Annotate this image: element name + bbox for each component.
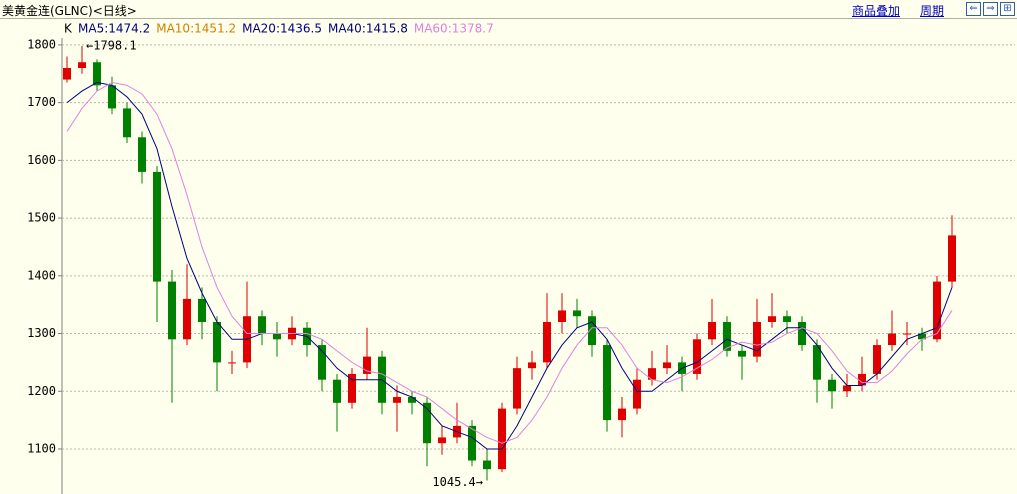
candle-body	[318, 345, 326, 380]
candle-body	[843, 385, 851, 392]
y-tick-label: 1800	[27, 37, 56, 51]
candle-body	[108, 85, 116, 109]
next-button[interactable]: ⇒	[983, 2, 998, 16]
candle-body	[438, 437, 446, 444]
candle-body	[918, 333, 926, 340]
min-annotation: 1045.4→	[432, 475, 483, 489]
candle-body	[138, 137, 146, 172]
period-link[interactable]: 周期	[920, 4, 945, 18]
candle-body	[708, 321, 716, 340]
candle-body	[888, 333, 896, 346]
candle-body	[768, 316, 776, 322]
y-tick-label: 1100	[27, 441, 56, 455]
candle-body	[633, 379, 641, 409]
overlay-link[interactable]: 商品叠加	[852, 4, 901, 18]
candle-body	[273, 333, 281, 340]
candle-body	[948, 235, 956, 282]
y-tick-label: 1300	[27, 326, 56, 340]
candle-body	[93, 62, 101, 86]
candle-body	[648, 368, 656, 380]
candle-body	[558, 310, 566, 322]
candle-body	[63, 68, 71, 80]
candle-body	[483, 460, 491, 470]
candle-body	[78, 62, 86, 69]
ma-label: MA10:1451.2	[156, 22, 236, 36]
candle-body	[933, 281, 941, 340]
ma-line	[66, 81, 953, 444]
candle-body	[258, 316, 266, 334]
y-tick-label: 1500	[27, 211, 56, 225]
candle-body	[423, 402, 431, 444]
y-tick-label: 1200	[27, 384, 56, 398]
ma-label: MA5:1474.2	[78, 22, 150, 36]
candle-body	[198, 298, 206, 322]
y-tick-label: 1700	[27, 95, 56, 109]
ma-label: MA40:1415.8	[328, 22, 408, 36]
chart-title: 美黄金连(GLNC)<日线>	[2, 4, 137, 18]
candle-body	[393, 397, 401, 403]
candle-body	[798, 321, 806, 346]
candle-body	[168, 281, 176, 340]
candle-body	[213, 321, 221, 363]
candle-body	[753, 321, 761, 357]
candle-body	[363, 356, 371, 374]
candle-body	[153, 171, 161, 282]
candle-body	[513, 368, 521, 409]
candle-body	[813, 345, 821, 380]
candle-body	[873, 345, 881, 374]
candle-body	[783, 316, 791, 322]
candle-body	[123, 108, 131, 138]
candle-body	[573, 310, 581, 317]
candle-body	[528, 362, 536, 369]
candle-body	[498, 408, 506, 470]
candle-body	[828, 379, 836, 392]
candle-body	[183, 298, 191, 340]
candle-body	[408, 397, 416, 403]
fit-button[interactable]: ⊞	[1000, 2, 1015, 16]
candle-body	[903, 333, 911, 335]
candle-body	[348, 373, 356, 403]
y-tick-label: 1600	[27, 153, 56, 167]
candle-body	[858, 373, 866, 386]
y-tick-label: 1400	[27, 268, 56, 282]
candle-body	[663, 362, 671, 369]
chart: 1100 1200 1300 1400 1500 1600 1700 1800 K MA5:147…	[27, 22, 1015, 494]
candle-body	[543, 321, 551, 363]
prev-button[interactable]: ⇐	[966, 2, 981, 16]
max-annotation: ←1798.1	[86, 39, 137, 53]
candle-body	[468, 425, 476, 461]
candle-body	[738, 350, 746, 357]
ma-label: MA60:1378.7	[414, 22, 494, 36]
candle-body	[693, 339, 701, 374]
candle-body	[723, 321, 731, 351]
candle-body	[603, 345, 611, 421]
ma-label: MA20:1436.5	[242, 22, 322, 36]
candle-body	[228, 362, 236, 364]
indicator-label: K	[64, 22, 73, 36]
candle-body	[618, 408, 626, 421]
candle-body	[588, 316, 596, 346]
ma-line	[66, 81, 953, 450]
candle-body	[333, 379, 341, 403]
toolbar: 美黄金连(GLNC)<日线> 商品叠加 周期 ⇐ ⇒ ⊞	[0, 0, 1017, 19]
